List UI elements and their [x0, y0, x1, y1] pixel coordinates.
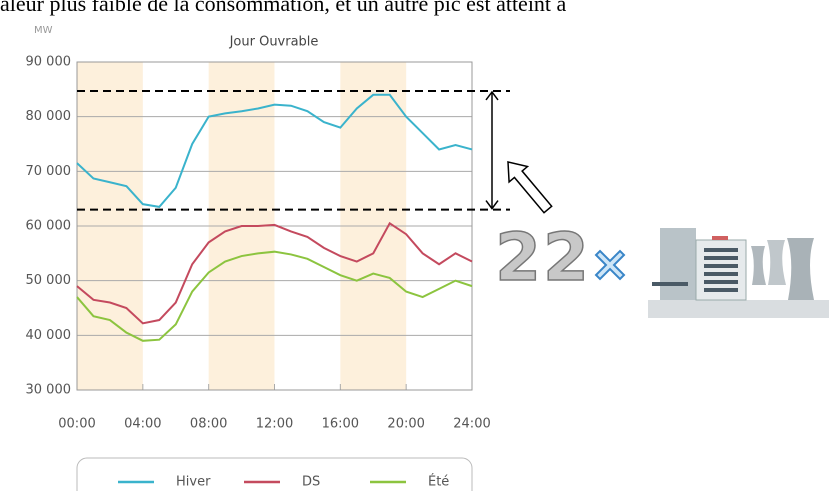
legend-box [76, 457, 473, 491]
series-line [76, 93, 473, 208]
series-line [76, 221, 473, 325]
x-tick-label: 08:00 [190, 417, 227, 432]
multiplier: 22 [495, 219, 591, 296]
legend-label: Hiver [176, 475, 211, 490]
arrow-head [485, 200, 499, 210]
x-tick-label: 04:00 [124, 417, 161, 432]
x-tick-label: 12:00 [256, 417, 293, 432]
y-tick-label: 30 000 [26, 383, 72, 398]
page-text: aleur plus faible de la consommation, et… [0, 0, 567, 16]
y-tick-label: 40 000 [26, 328, 72, 343]
y-tick-label: 70 000 [26, 164, 72, 179]
legend-label: Été [428, 474, 449, 490]
x-tick-label: 20:00 [387, 417, 424, 432]
y-tick-label: 50 000 [26, 273, 72, 288]
plot-frame [76, 61, 473, 391]
y-tick-label: 90 000 [26, 55, 72, 70]
plot: 30 000 40 000 50 000 60 000 70 000 80 000 90 0… [26, 55, 491, 432]
y-tick-label: 80 000 [26, 109, 72, 124]
x-tick-label: 00:00 [58, 417, 95, 432]
x-tick-label: 16:00 [322, 417, 359, 432]
y-unit: MW [34, 25, 53, 36]
power-plant-icon [648, 228, 829, 318]
legend: Hiver DS Été [118, 474, 449, 490]
times-icon [594, 249, 626, 281]
pointer-arrow [507, 161, 553, 214]
legend-label: DS [302, 475, 320, 490]
chart-title: Jour Ouvrable [229, 35, 319, 50]
arrow-head [485, 90, 499, 101]
x-tick-label: 24:00 [453, 417, 490, 432]
y-tick-label: 60 000 [26, 219, 72, 234]
series-line [76, 250, 473, 342]
